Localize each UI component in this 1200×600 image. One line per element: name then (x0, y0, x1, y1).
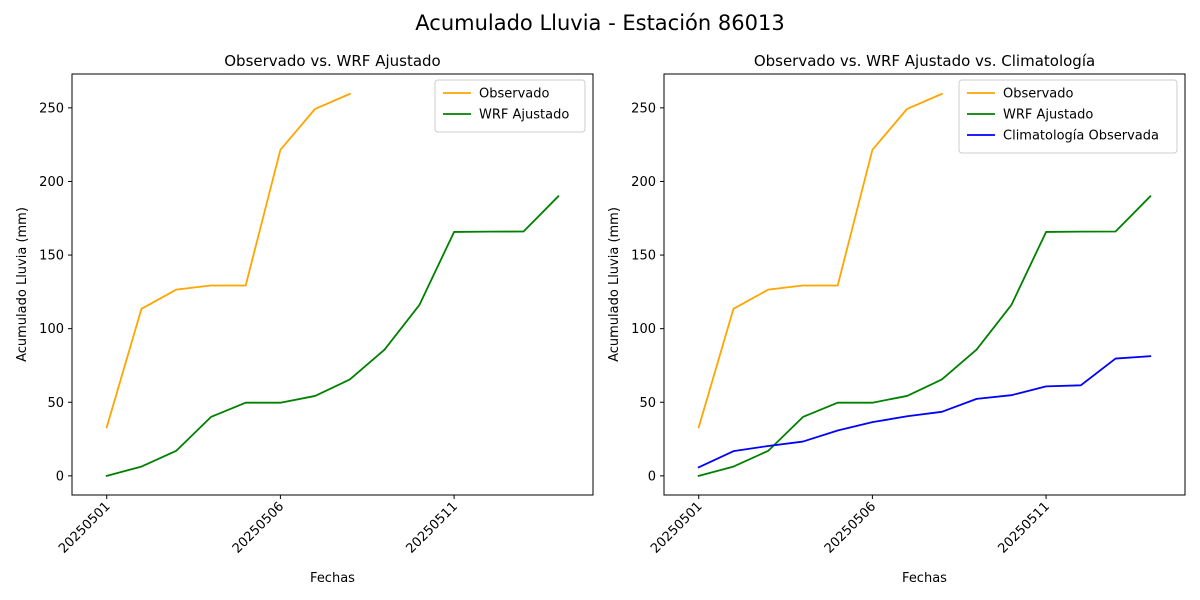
x-axis-label: Fechas (310, 571, 355, 586)
panel-title: Observado vs. WRF Ajustado (224, 52, 440, 70)
series-line-wrf-ajustado (105, 195, 560, 477)
y-tick-label: 250 (39, 101, 64, 116)
y-tick-label: 150 (39, 249, 64, 264)
y-tick-label: 0 (648, 469, 656, 484)
y-axis-label: Acumulado Lluvia (mm) (15, 207, 30, 362)
legend-entry-label: WRF Ajustado (479, 108, 569, 123)
x-axis-label: Fechas (902, 571, 947, 586)
legend: Observado WRF Ajustado (434, 79, 586, 133)
legend-entry-label: Observado (1003, 87, 1074, 102)
series-line-observado (105, 92, 352, 429)
y-tick-label: 100 (39, 322, 64, 337)
panel-title: Observado vs. WRF Ajustado vs. Climatolo… (754, 52, 1095, 70)
y-axis-label: Acumulado Lluvia (mm) (607, 207, 622, 362)
axes-frame (71, 73, 594, 496)
axes-frame (663, 73, 1186, 496)
legend-box (434, 79, 586, 133)
y-tick-label: 250 (631, 101, 656, 116)
legend: Observado WRF Ajustado Climatología Observ… (958, 79, 1178, 154)
y-tick-label: 50 (47, 396, 64, 411)
legend-entry-label: Observado (479, 87, 550, 102)
y-tick-label: 200 (631, 175, 656, 190)
legend-entry-label: WRF Ajustado (1003, 108, 1093, 123)
series-line-climatolog-a-observada (697, 355, 1152, 469)
figure-title: Acumulado Lluvia - Estación 86013 (415, 11, 784, 35)
legend-box (958, 79, 1178, 154)
y-tick-label: 0 (56, 469, 64, 484)
series-line-observado (697, 92, 944, 429)
y-tick-label: 150 (631, 249, 656, 264)
legend-entry-label: Climatología Observada (1003, 129, 1159, 144)
y-tick-label: 100 (631, 322, 656, 337)
y-tick-label: 50 (639, 396, 656, 411)
y-tick-label: 200 (39, 175, 64, 190)
